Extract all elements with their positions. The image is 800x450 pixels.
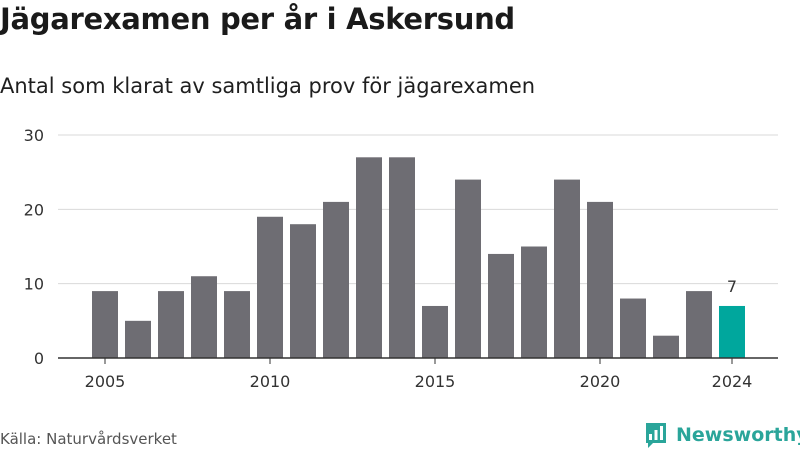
bar-2009 bbox=[224, 291, 250, 358]
bar-2005 bbox=[92, 291, 118, 358]
bar-2007 bbox=[158, 291, 184, 358]
bar-2010 bbox=[257, 216, 283, 358]
bar-2022 bbox=[653, 335, 679, 358]
bar-2016 bbox=[455, 179, 481, 358]
bar-2018 bbox=[521, 246, 547, 358]
bar-2014 bbox=[389, 157, 415, 358]
bar-2021 bbox=[620, 298, 646, 358]
chart-title: Jägarexamen per år i Askersund bbox=[0, 2, 515, 36]
x-tick-label: 2020 bbox=[580, 372, 621, 391]
x-tick-label: 2010 bbox=[250, 372, 291, 391]
bar-2011 bbox=[290, 224, 316, 358]
bar-2020 bbox=[587, 201, 613, 358]
brand-logo: Newsworthy bbox=[644, 420, 800, 450]
bar-2013 bbox=[356, 157, 382, 358]
bar-2024 bbox=[719, 305, 745, 358]
bar-2023 bbox=[686, 291, 712, 358]
bar-chart: 0 10 20 30 7 2005 2010 2015 2020 2024 bbox=[24, 126, 778, 391]
bar-2019 bbox=[554, 179, 580, 358]
data-label: 7 bbox=[727, 277, 737, 296]
y-tick-label: 20 bbox=[24, 200, 44, 219]
bar-2012 bbox=[323, 201, 349, 358]
brand-name: Newsworthy bbox=[676, 424, 800, 446]
source-note: Källa: Naturvårdsverket bbox=[0, 430, 177, 448]
bar-2015 bbox=[422, 305, 448, 358]
x-tick-label: 2015 bbox=[415, 372, 456, 391]
bar-2008 bbox=[191, 276, 217, 358]
bar-2006 bbox=[125, 320, 151, 358]
bar-2017 bbox=[488, 253, 514, 358]
x-tick-label: 2024 bbox=[712, 372, 753, 391]
x-tick-label: 2005 bbox=[85, 372, 126, 391]
chart-subtitle: Antal som klarat av samtliga prov för jä… bbox=[0, 74, 536, 98]
y-tick-label: 0 bbox=[34, 349, 44, 368]
y-tick-label: 10 bbox=[24, 275, 44, 294]
y-tick-label: 30 bbox=[24, 126, 44, 145]
bar-chart-speech-bubble-icon bbox=[646, 423, 666, 448]
